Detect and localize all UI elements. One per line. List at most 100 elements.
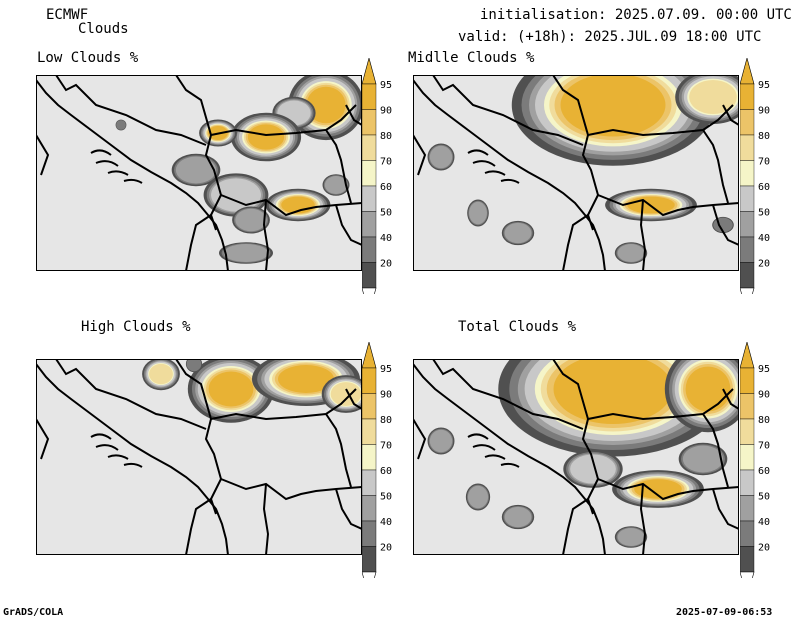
cloud-area-mid-w [427, 143, 455, 171]
legend-level-label: 50 [758, 492, 770, 503]
cloud-area-total-e [678, 442, 728, 476]
map-high-clouds [36, 359, 362, 555]
country-borders [413, 359, 739, 555]
legend-band [740, 469, 755, 496]
legend-level-label: 80 [758, 415, 770, 426]
legend-band [740, 109, 755, 136]
legend-mid: 95 90 80 70 60 50 40 20 [740, 58, 770, 294]
cloud-area-low-7 [265, 188, 331, 222]
legend-band [740, 262, 755, 289]
legend-level-label: 50 [380, 492, 392, 503]
cloud-area-high-4 [321, 375, 362, 413]
legend-band [362, 444, 377, 471]
legend-band [362, 83, 377, 110]
panel-title-total: Total Clouds % [458, 319, 577, 335]
legend-band [362, 262, 377, 289]
panel-title-high: High Clouds % [81, 319, 191, 335]
panel-title-low: Low Clouds % [37, 50, 139, 66]
legend-level-label: 80 [380, 415, 392, 426]
legend-band [362, 418, 377, 445]
legend-band [362, 109, 377, 136]
legend-level-label: 60 [380, 466, 392, 477]
legend-level-label: 95 [758, 364, 770, 375]
footer-timestamp: 2025-07-09-06:53 [676, 607, 773, 618]
map-frame [413, 359, 739, 555]
footer-credit: GrADS/COLA [3, 607, 64, 618]
legend-band [740, 185, 755, 212]
legend-band [740, 520, 755, 547]
legend-level-label: 40 [758, 517, 770, 528]
legend-band [362, 236, 377, 263]
cloud-area-low-9 [219, 242, 273, 264]
legend-level-label: 70 [380, 441, 392, 452]
legend-band [740, 83, 755, 110]
legend-level-label: 60 [758, 182, 770, 193]
cloud-area-total-mid [563, 450, 623, 488]
legend-level-label: 90 [758, 390, 770, 401]
legend-band [362, 469, 377, 496]
cloud-area-total-ne [664, 359, 739, 433]
cloud-area-total-s [501, 504, 535, 530]
legend-level-label: 70 [758, 157, 770, 168]
product-label: Clouds [78, 21, 129, 37]
country-borders [36, 359, 362, 555]
legend-band [740, 211, 755, 238]
legend-band [740, 444, 755, 471]
legend-band [740, 495, 755, 522]
legend-level-label: 20 [758, 259, 770, 270]
cloud-area-high-5 [185, 359, 203, 373]
legend-level-label: 40 [380, 233, 392, 244]
legend-level-label: 50 [758, 208, 770, 219]
cloud-area-mid-s [501, 220, 535, 246]
legend-band [740, 418, 755, 445]
legend-level-label: 20 [380, 259, 392, 270]
country-borders [36, 75, 362, 271]
legend-level-label: 60 [758, 466, 770, 477]
legend-level-label: 95 [380, 364, 392, 375]
legend-level-label: 95 [758, 80, 770, 91]
legend-band [362, 495, 377, 522]
legend-level-label: 60 [380, 182, 392, 193]
legend-band [362, 134, 377, 161]
legend-band [740, 160, 755, 187]
legend-level-label: 70 [380, 157, 392, 168]
cloud-area-total-s2 [614, 526, 648, 548]
cloud-area-total-sw [465, 483, 491, 511]
map-middle-clouds [413, 75, 739, 271]
cloud-area-low-3 [230, 112, 302, 162]
init-time: initialisation: 2025.07.09. 00:00 UTC [480, 7, 792, 23]
legend-band [362, 520, 377, 547]
cloud-area-mid-s2 [614, 242, 648, 264]
legend-level-label: 80 [758, 131, 770, 142]
legend-level-label: 90 [380, 390, 392, 401]
legend-top-arrow [740, 342, 755, 369]
legend-band [362, 185, 377, 212]
legend-level-label: 70 [758, 441, 770, 452]
cloud-area-high-1 [187, 359, 275, 423]
legend-total: 95 90 80 70 60 50 40 20 [740, 342, 770, 578]
legend-high: 95 90 80 70 60 50 40 20 [362, 342, 392, 578]
legend-level-label: 50 [380, 208, 392, 219]
legend-bottom-arrow [740, 287, 755, 294]
legend-low: 95 90 80 70 60 50 40 20 [362, 58, 392, 294]
legend-level-label: 90 [380, 106, 392, 117]
valid-time: valid: (+18h): 2025.JUL.09 18:00 UTC [458, 29, 762, 45]
cloud-area-low-5 [171, 153, 221, 187]
legend-level-label: 40 [758, 233, 770, 244]
legend-bottom-arrow [362, 287, 377, 294]
legend-band [362, 546, 377, 573]
cloud-area-high-3 [142, 359, 180, 391]
map-frame [36, 359, 362, 555]
cloud-area-total-north [498, 359, 728, 457]
legend-level-label: 20 [380, 543, 392, 554]
legend-level-label: 80 [380, 131, 392, 142]
legend-band [740, 393, 755, 420]
legend-level-label: 40 [380, 517, 392, 528]
legend-top-arrow [740, 58, 755, 85]
legend-level-label: 90 [758, 106, 770, 117]
map-total-clouds [413, 359, 739, 555]
cloud-area-total-w [427, 427, 455, 455]
map-frame [413, 75, 739, 271]
legend-bottom-arrow [362, 571, 377, 578]
cloud-area-low-11 [115, 119, 127, 131]
